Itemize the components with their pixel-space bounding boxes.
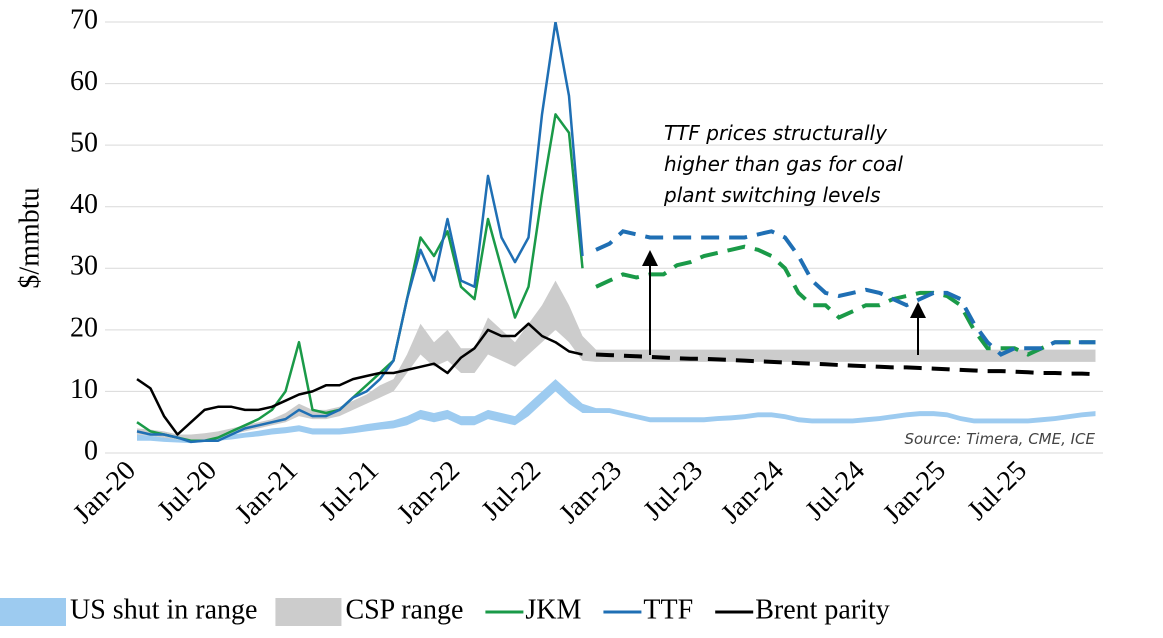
line xyxy=(136,322,583,436)
x-tick-label: Jul-25 xyxy=(962,455,1033,526)
y-tick-label: 60 xyxy=(70,66,98,97)
legend-swatch xyxy=(0,598,66,626)
y-tick-label: 30 xyxy=(70,251,98,282)
annotation: TTF prices structurally xyxy=(664,121,888,145)
line xyxy=(136,22,584,444)
legend-swatch xyxy=(275,598,342,626)
y-tick-label: 10 xyxy=(70,374,98,405)
legend-label: CSP range xyxy=(345,594,463,625)
y-axis-label: $/mmbtu xyxy=(14,187,45,288)
y-tick-label: 70 xyxy=(70,4,98,35)
x-tick-label: Jan-25 xyxy=(877,455,952,530)
x-tick-label: Jul-24 xyxy=(800,455,871,526)
x-tick-label: Jul-22 xyxy=(476,455,547,526)
x-tick-label: Jan-24 xyxy=(715,455,790,530)
y-tick-label: 40 xyxy=(70,189,98,220)
y-tick-label: 20 xyxy=(70,312,98,343)
line xyxy=(136,113,584,442)
annotation: higher than gas for coal xyxy=(664,152,903,176)
range-band xyxy=(137,280,1096,441)
forecast-line xyxy=(595,244,1096,357)
legend-label: JKM xyxy=(525,594,581,625)
range-band xyxy=(137,379,1096,444)
x-tick-label: Jan-20 xyxy=(67,455,142,530)
legend-label: TTF xyxy=(643,594,693,625)
y-tick-label: 50 xyxy=(70,128,98,159)
x-tick-label: Jul-21 xyxy=(314,455,385,526)
x-tick-label: Jan-21 xyxy=(229,455,304,530)
legend-label: Brent parity xyxy=(755,594,890,625)
x-tick-label: Jul-23 xyxy=(638,455,709,526)
x-tick-label: Jul-20 xyxy=(152,455,223,526)
x-tick-label: Jan-22 xyxy=(391,455,466,530)
legend-label: US shut in range xyxy=(70,594,257,625)
annotation: plant switching levels xyxy=(663,183,881,207)
x-tick-label: Jan-23 xyxy=(553,455,628,530)
forecast-line xyxy=(595,229,1096,357)
source: Source: Timera, CME, ICE xyxy=(904,430,1095,448)
y-tick-label: 0 xyxy=(84,435,98,466)
